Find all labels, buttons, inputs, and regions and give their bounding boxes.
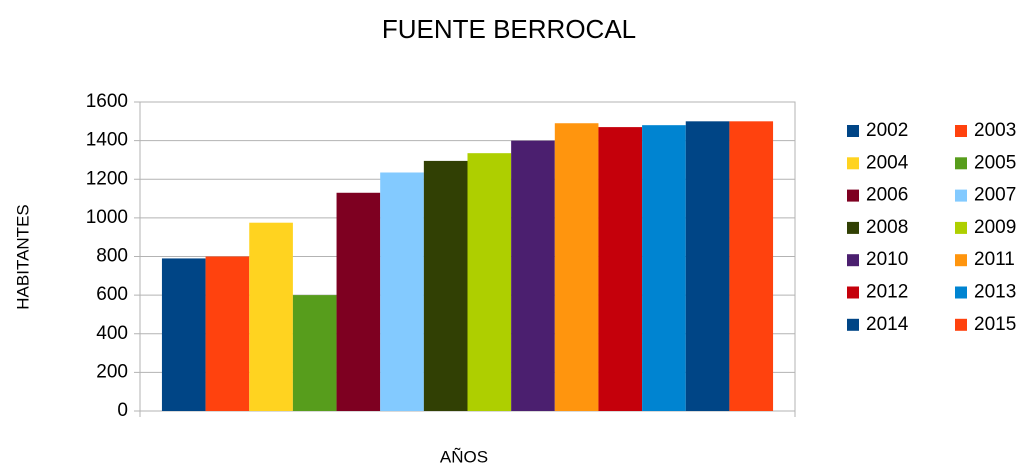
legend-swatch (955, 157, 967, 170)
chart-title: FUENTE BERROCAL (382, 14, 636, 44)
bar (205, 256, 250, 411)
y-tick-label: 1000 (86, 207, 128, 228)
x-axis-label: AÑOS (440, 447, 488, 466)
y-tick-label: 0 (117, 400, 128, 421)
legend-label: 2013 (974, 282, 1016, 303)
legend-swatch (847, 221, 859, 234)
legend-swatch (847, 254, 859, 267)
legend-swatch (847, 157, 859, 170)
bar (511, 140, 555, 411)
y-tick-label: 1600 (86, 91, 128, 112)
bar (423, 160, 468, 411)
bar (685, 121, 730, 411)
legend-swatch (847, 189, 859, 202)
y-tick-label: 200 (96, 361, 128, 382)
legend-label: 2014 (866, 314, 909, 335)
legend-swatch (955, 221, 967, 234)
bar (249, 222, 293, 411)
legend-label: 2011 (974, 249, 1015, 270)
bar (467, 153, 512, 411)
legend-swatch (955, 254, 967, 267)
bar (598, 127, 643, 411)
bar (642, 125, 686, 412)
legend-label: 2008 (866, 217, 908, 238)
legend-swatch (847, 125, 859, 137)
y-tick-label: 800 (96, 246, 128, 267)
legend-label: 2015 (974, 314, 1016, 335)
legend-label: 2003 (974, 120, 1016, 141)
legend-label: 2005 (974, 152, 1016, 173)
bar (292, 295, 337, 411)
legend-swatch (955, 125, 967, 137)
y-tick-label: 600 (96, 284, 128, 305)
legend-swatch (847, 286, 859, 299)
legend-label: 2006 (866, 185, 908, 206)
legend-swatch (955, 189, 967, 202)
bar (161, 258, 206, 411)
bar (729, 121, 774, 411)
bar (336, 192, 381, 411)
bar (380, 172, 424, 411)
y-tick-label: 1200 (86, 168, 128, 189)
legend-label: 2004 (866, 152, 909, 173)
y-tick-label: 400 (96, 323, 128, 344)
y-tick-label: 1400 (86, 130, 128, 151)
legend-swatch (955, 318, 967, 331)
legend-swatch (847, 318, 859, 331)
legend-label: 2010 (866, 249, 908, 270)
y-axis-label: HABITANTES (13, 204, 32, 309)
legend-label: 2002 (866, 120, 908, 141)
legend-swatch (955, 286, 967, 299)
bar (554, 123, 599, 412)
legend-label: 2012 (866, 282, 908, 303)
legend-label: 2007 (974, 185, 1016, 206)
legend-label: 2009 (974, 217, 1016, 238)
